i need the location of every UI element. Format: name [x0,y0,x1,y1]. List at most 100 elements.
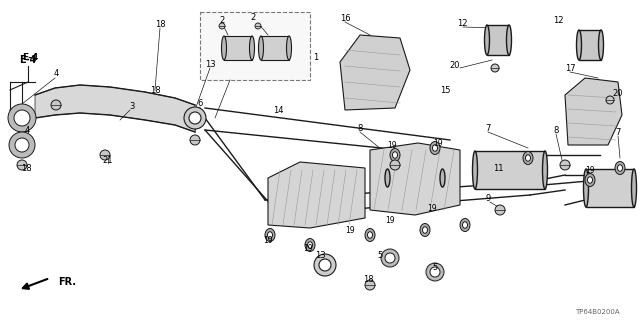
Circle shape [385,253,395,263]
Bar [387,169,442,187]
Ellipse shape [367,232,372,238]
Circle shape [9,132,35,158]
Text: 18: 18 [363,276,373,284]
Ellipse shape [430,141,440,155]
Text: 4: 4 [53,68,59,77]
Ellipse shape [618,165,623,171]
Circle shape [189,112,201,124]
Text: 12: 12 [553,15,563,25]
Text: 18: 18 [150,85,160,94]
Circle shape [255,23,261,29]
Ellipse shape [305,238,315,252]
Circle shape [365,280,375,290]
Ellipse shape [598,30,604,60]
Text: 19: 19 [345,226,355,235]
Text: FR.: FR. [58,277,76,287]
Ellipse shape [577,30,582,60]
Polygon shape [268,162,365,228]
Ellipse shape [584,169,589,207]
Ellipse shape [506,25,511,55]
Text: 8: 8 [357,124,363,132]
Circle shape [14,110,30,126]
Text: 18: 18 [155,20,165,28]
Polygon shape [565,78,622,145]
Text: 19: 19 [263,236,273,244]
Text: 11: 11 [493,164,503,172]
Ellipse shape [420,223,430,236]
Bar [200,12,310,80]
Polygon shape [35,85,195,132]
Text: 18: 18 [20,164,31,172]
Circle shape [495,205,505,215]
Circle shape [190,135,200,145]
Ellipse shape [472,151,477,189]
Ellipse shape [632,169,637,207]
Text: 1: 1 [314,52,319,61]
Ellipse shape [365,228,375,242]
Ellipse shape [307,242,312,248]
Circle shape [15,138,29,152]
Circle shape [51,100,61,110]
Bar [261,36,289,60]
Text: 19: 19 [387,140,397,149]
Text: E-4: E-4 [19,55,36,65]
Circle shape [390,160,400,170]
Circle shape [8,104,36,132]
Ellipse shape [440,169,445,187]
Ellipse shape [484,25,490,55]
Ellipse shape [422,227,428,233]
Text: 17: 17 [564,63,575,73]
Bar [487,25,509,55]
Bar [579,30,601,60]
Text: E-4: E-4 [22,52,38,61]
Text: TP64B0200A: TP64B0200A [575,309,620,315]
Text: 19: 19 [303,244,313,252]
Ellipse shape [460,219,470,231]
Ellipse shape [523,151,533,164]
Text: 20: 20 [450,60,460,69]
Text: 8: 8 [554,125,559,134]
Bar [475,151,545,189]
Text: 20: 20 [612,89,623,98]
Text: 12: 12 [457,19,467,28]
Ellipse shape [287,36,291,60]
Circle shape [314,254,336,276]
Circle shape [319,259,331,271]
Circle shape [426,263,444,281]
Ellipse shape [585,173,595,187]
Text: 5: 5 [433,263,438,273]
Text: 19: 19 [585,165,595,174]
Ellipse shape [390,148,400,162]
Polygon shape [370,143,460,215]
Circle shape [560,160,570,170]
Ellipse shape [268,232,273,238]
Circle shape [184,107,206,129]
Ellipse shape [250,36,255,60]
Circle shape [381,249,399,267]
Circle shape [219,23,225,29]
Text: 14: 14 [273,106,284,115]
Text: 3: 3 [129,101,134,110]
Circle shape [17,160,27,170]
Polygon shape [340,35,410,110]
Text: 21: 21 [103,156,113,164]
Ellipse shape [265,228,275,242]
Bar [586,169,634,207]
Ellipse shape [392,152,397,158]
Circle shape [491,64,499,72]
Ellipse shape [259,36,264,60]
Ellipse shape [588,177,593,183]
Text: 7: 7 [615,127,621,137]
Text: 16: 16 [340,13,350,22]
Circle shape [606,96,614,104]
Text: 6: 6 [197,99,203,108]
Ellipse shape [543,151,547,189]
Text: 7: 7 [485,124,491,132]
Text: 4: 4 [24,125,29,134]
Text: 9: 9 [485,194,491,203]
Text: 2: 2 [250,12,255,21]
Text: 13: 13 [315,251,325,260]
Text: 5: 5 [378,251,383,260]
Circle shape [100,150,110,160]
Text: 13: 13 [205,60,215,68]
